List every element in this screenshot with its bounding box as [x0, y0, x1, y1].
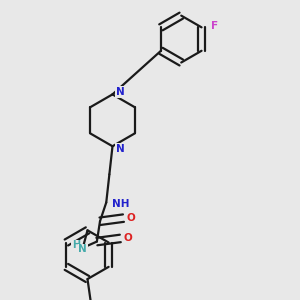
Text: F: F	[211, 21, 218, 31]
Text: N: N	[78, 244, 87, 254]
Text: O: O	[124, 233, 133, 243]
Text: NH: NH	[112, 199, 129, 209]
Text: O: O	[127, 213, 136, 223]
Text: N: N	[116, 144, 125, 154]
Text: H: H	[72, 240, 80, 250]
Text: N: N	[116, 87, 125, 97]
